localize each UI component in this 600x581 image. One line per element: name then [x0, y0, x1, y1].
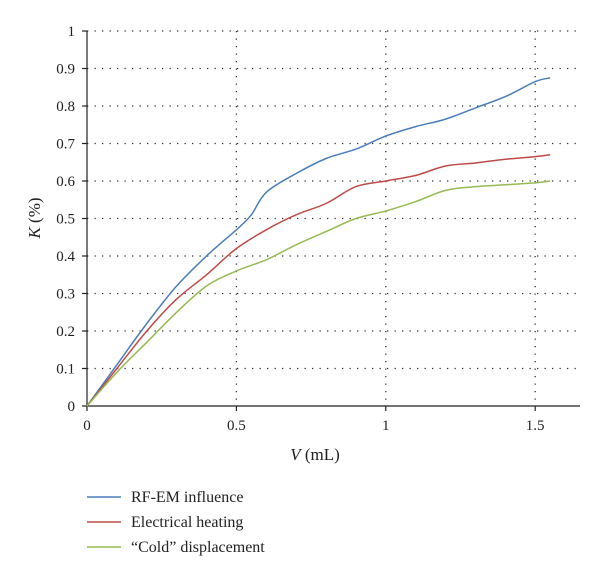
y-axis-label: K (%)	[25, 197, 44, 239]
x-tick-label-3: 1.5	[526, 418, 545, 434]
axes	[82, 30, 580, 411]
tick-labels: 0 0.1 0.2 0.3 0.4 0.5 0.6 0.7 0.8 0.9 1 0 0.5 1 1.5	[56, 24, 544, 434]
y-tick-label-5: 0.5	[56, 212, 75, 228]
grid-lines	[87, 30, 580, 406]
y-tick-label-7: 0.7	[56, 137, 75, 153]
y-tick-label-0: 0	[68, 399, 76, 415]
y-tick-label-2: 0.2	[56, 324, 75, 340]
legend-label-2: “Cold” displacement	[131, 539, 265, 556]
y-tick-label-8: 0.8	[56, 99, 75, 115]
x-axis-unit: (mL)	[301, 445, 340, 464]
legend: RF-EM influence Electrical heating “Cold” …	[87, 489, 265, 556]
y-axis-unit: (%)	[25, 197, 44, 227]
x-tick-label-1: 0.5	[227, 418, 246, 434]
x-tick-label-0: 0	[83, 418, 91, 434]
y-tick-label-3: 0.3	[56, 287, 75, 303]
y-tick-label-1: 0.1	[56, 362, 75, 378]
y-axis-symbol: K	[25, 226, 44, 240]
series-line-0	[86, 77, 551, 407]
y-tick-label-6: 0.6	[56, 174, 75, 190]
y-tick-label-4: 0.4	[56, 249, 75, 265]
x-tick-label-2: 1	[382, 418, 390, 434]
x-axis-label: V (mL)	[290, 445, 340, 464]
series-line-1	[86, 153, 551, 407]
series-lines	[86, 77, 551, 407]
legend-label-1: Electrical heating	[131, 514, 243, 531]
legend-label-0: RF-EM influence	[131, 489, 243, 506]
series-line-2	[86, 180, 551, 407]
x-axis-symbol: V	[290, 445, 303, 464]
y-tick-label-10: 1	[68, 24, 76, 40]
y-tick-label-9: 0.9	[56, 62, 75, 78]
